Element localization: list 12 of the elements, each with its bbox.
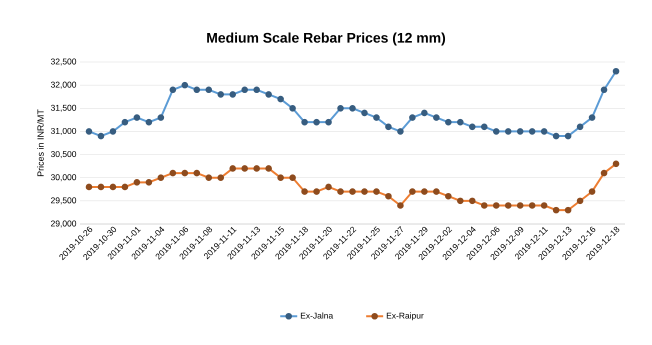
chart-title: Medium Scale Rebar Prices (12 mm)	[207, 32, 446, 46]
legend-label: Ex-Raipur	[386, 312, 424, 320]
y-tick-label: 30,500	[50, 151, 76, 158]
y-tick-label: 32,000	[50, 82, 76, 89]
y-tick-label: 31,000	[50, 128, 76, 135]
y-tick-label: 29,500	[51, 197, 76, 204]
y-tick-label: 31,500	[50, 104, 76, 112]
legend-label: Ex-Jalna	[300, 312, 334, 319]
y-tick-label: 30,000	[50, 174, 76, 182]
y-axis-title: Prices in INR/MT	[37, 109, 44, 176]
y-tick-label: 32,500	[50, 58, 76, 66]
y-tick-label: 29,000	[51, 220, 76, 228]
